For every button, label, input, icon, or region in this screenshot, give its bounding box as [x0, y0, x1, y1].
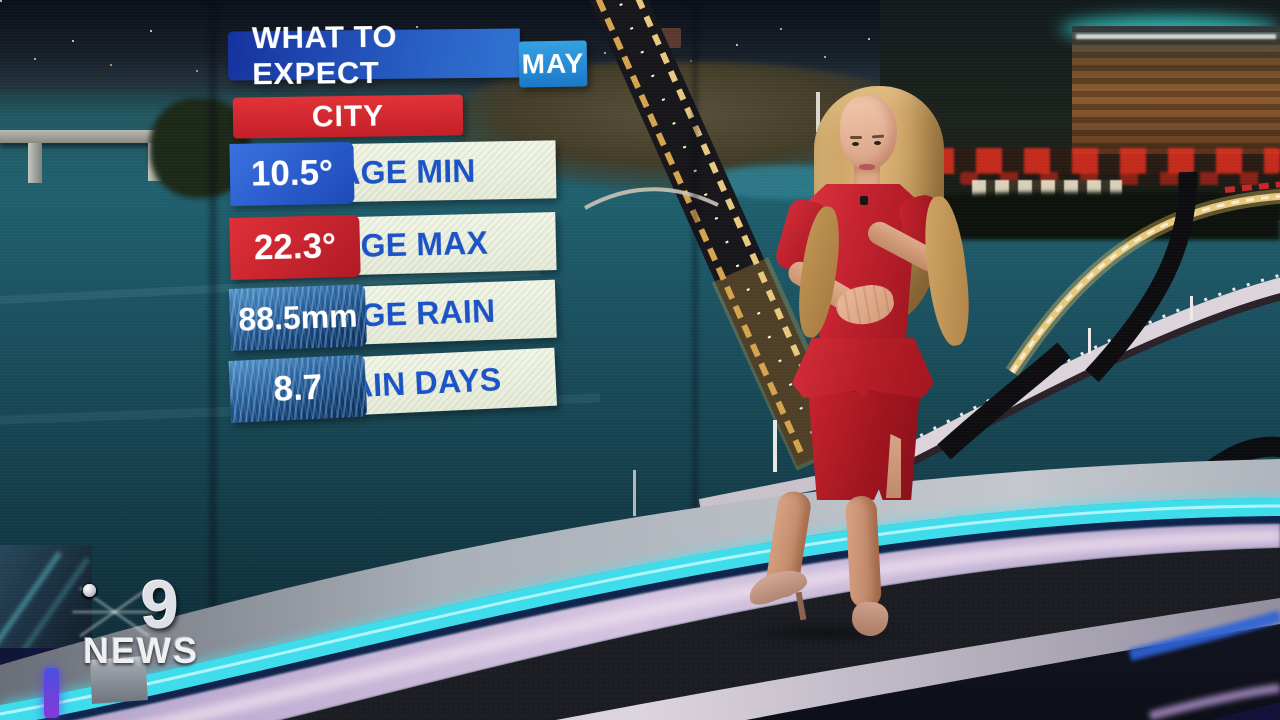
optus-stadium	[1072, 26, 1280, 154]
presenter-leg	[845, 495, 882, 609]
wall-panel-seam	[692, 0, 698, 520]
city-lights	[0, 0, 2, 2]
lapel-microphone	[860, 196, 868, 205]
presenter-skirt	[808, 392, 920, 500]
nine-news-logo: 9 NEWS	[72, 567, 233, 682]
wall-panel-seam	[209, 0, 217, 650]
presenter-shoe-heel	[795, 591, 807, 621]
stadium-roofline	[1076, 34, 1276, 39]
nine-dots-icon	[83, 584, 134, 635]
presenter-eyebrow	[850, 136, 862, 139]
stadium-precinct	[880, 0, 1280, 240]
presenter	[690, 78, 980, 644]
wall-pedestal	[90, 656, 148, 704]
presenter-hair	[919, 194, 975, 348]
presenter-dress-peplum	[792, 338, 934, 398]
presenter-lips	[859, 164, 875, 170]
presenter-eye	[852, 142, 859, 146]
presenter-face	[840, 96, 897, 170]
channel-number: 9	[141, 567, 179, 643]
traffic-light-trails	[928, 148, 1280, 174]
floor-purple-reflection	[1148, 683, 1280, 720]
channel-name: NEWS	[83, 630, 199, 671]
floor-blue-reflection	[1128, 610, 1280, 661]
presenter-shadow	[738, 624, 914, 642]
presenter-eye	[874, 141, 881, 145]
bridge-pier	[28, 143, 42, 183]
presenter-skirt-slit	[886, 434, 901, 498]
floor-glow-strip	[44, 668, 59, 718]
